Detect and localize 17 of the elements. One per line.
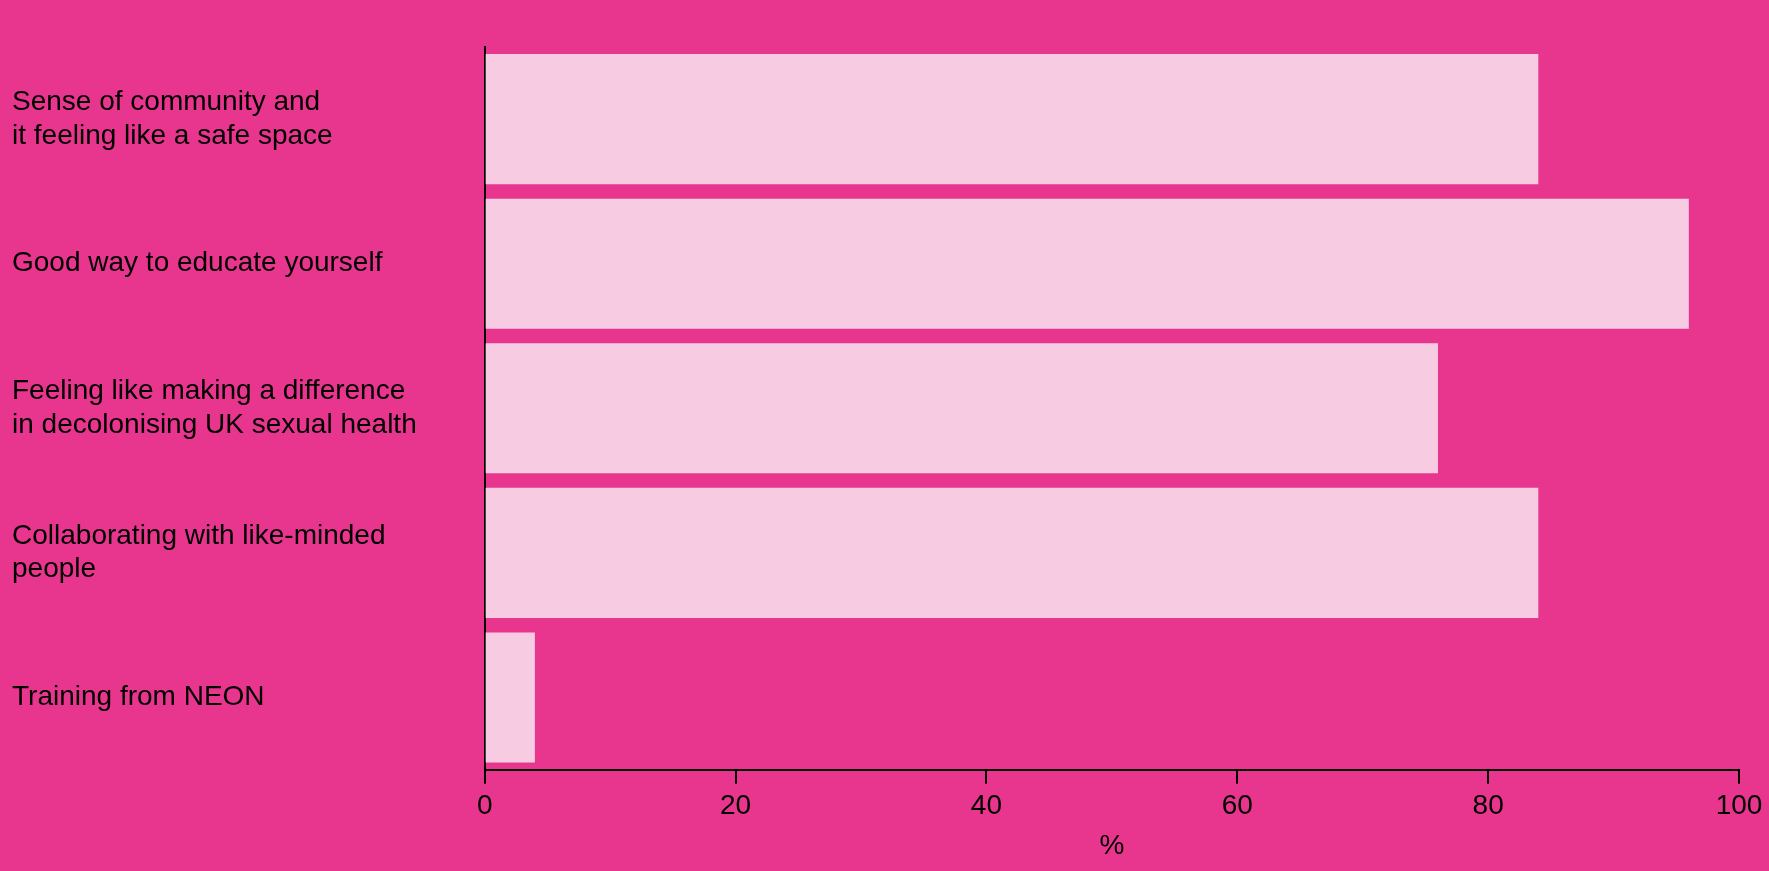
y-tick-label: Collaborating with like-minded people: [12, 518, 386, 584]
x-tick-label: 60: [1221, 789, 1253, 821]
x-tick-label: 80: [1472, 789, 1504, 821]
bar: [485, 54, 1539, 185]
bar: [485, 343, 1438, 474]
bar: [485, 487, 1539, 618]
x-tick-label: 100: [1715, 789, 1763, 821]
y-tick-label: Feeling like making a difference in decolonising UK sexual health: [12, 374, 417, 439]
x-axis-title: %: [1099, 828, 1125, 860]
bar: [485, 198, 1689, 329]
x-tick-label: 40: [970, 789, 1002, 821]
y-tick-label: Good way to educate yourself: [12, 246, 383, 278]
x-tick-label: 0: [476, 789, 493, 821]
y-tick-label: Sense of community and it feeling like a safe space: [12, 85, 333, 150]
x-tick-label: 20: [719, 789, 752, 821]
bar: [485, 632, 535, 763]
y-tick-label: Training from NEON: [12, 680, 265, 712]
